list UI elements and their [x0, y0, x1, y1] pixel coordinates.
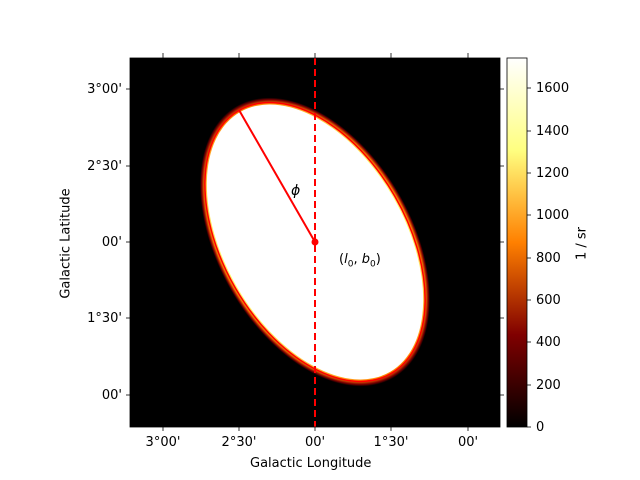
- colorbar-tick-label: 1200: [536, 166, 570, 181]
- x-tick-label: 00': [304, 435, 326, 450]
- colorbar-tick-label: 200: [536, 378, 561, 393]
- y-ticks: [126, 88, 504, 396]
- x-ticks: [162, 53, 469, 431]
- x-axis-title: Galactic Longitude: [250, 456, 372, 471]
- colorbar-tick-label: 0: [536, 420, 545, 435]
- y-tick-label: 2°30': [87, 159, 122, 174]
- colorbar-tick-label: 1000: [536, 208, 570, 223]
- center-b-sub: 0: [369, 259, 376, 270]
- y-tick-label: 3°00': [87, 82, 122, 97]
- x-tick-label: 2°30': [221, 435, 257, 450]
- center-point: [311, 238, 319, 246]
- x-tick-label: 1°30': [373, 435, 409, 450]
- colorbar-frame: [506, 57, 528, 428]
- y-tick-label: 00': [101, 235, 122, 250]
- semi-major-axis-line: [238, 109, 316, 243]
- center-annotation: (l0, b0): [339, 252, 381, 270]
- plot-area: [130, 58, 500, 427]
- y-axis-title: Galactic Latitude: [58, 188, 74, 299]
- y-tick-label: 00': [101, 388, 122, 403]
- colorbar-tick-label: 400: [536, 335, 561, 350]
- center-l: l: [344, 252, 348, 267]
- colorbar-tick-label: 1600: [536, 81, 570, 96]
- y-tick-label: 1°30': [87, 311, 122, 326]
- colorbar-tick-label: 600: [536, 293, 561, 308]
- x-tick-label: 00': [457, 435, 479, 450]
- colorbar-tick-label: 800: [536, 251, 561, 266]
- colorbar-gradient: [507, 58, 527, 427]
- center-l-sub: 0: [347, 259, 354, 270]
- x-tick-label: 3°00': [145, 435, 181, 450]
- phi-annotation: ϕ: [291, 183, 301, 199]
- colorbar-ticks: [527, 87, 531, 428]
- colorbar-title: 1 / sr: [574, 226, 590, 261]
- center-b: b: [361, 252, 370, 267]
- colorbar-tick-label: 1400: [536, 124, 570, 139]
